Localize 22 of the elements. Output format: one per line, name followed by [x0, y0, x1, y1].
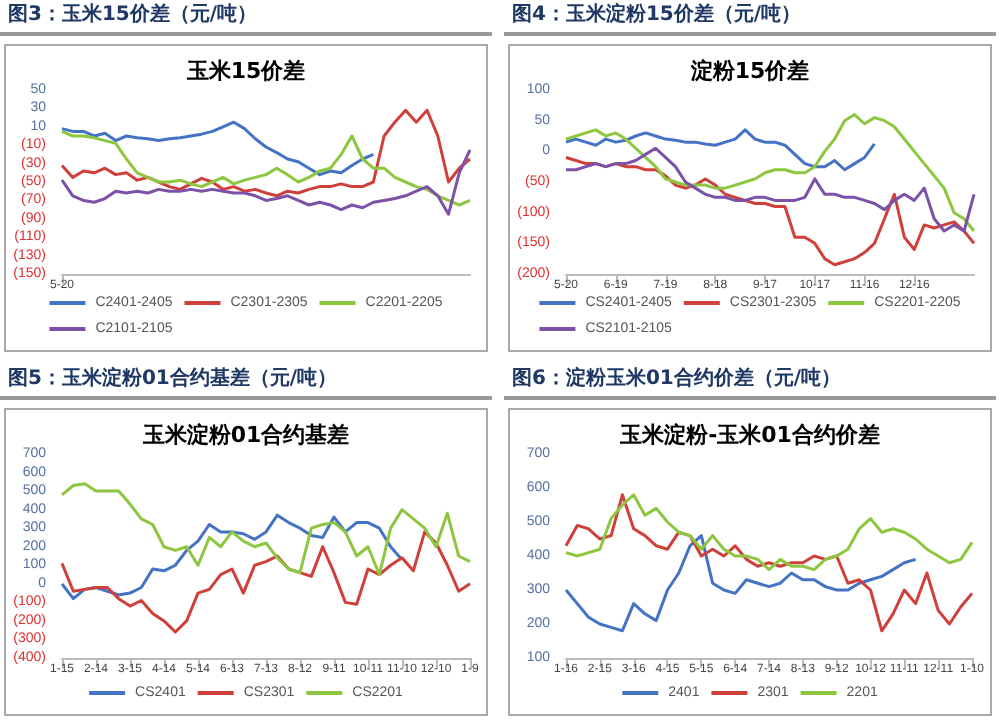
line-series: [564, 155, 976, 267]
chart-title: 图6：淀粉玉米01合约价差（元/吨）: [504, 364, 996, 400]
line-series: [564, 113, 976, 233]
chart-subtitle: 玉米淀粉-玉米01合约价差: [618, 422, 880, 448]
line-series: [564, 146, 976, 233]
line-series: [60, 513, 404, 601]
chart-title: 图3：玉米15价差（元/吨）: [0, 0, 492, 36]
line-series: [60, 530, 472, 634]
line-series: [60, 129, 472, 207]
chart-title: 图5：玉米淀粉01合约基差（元/吨）: [0, 364, 492, 400]
line-series: [60, 108, 472, 198]
line-series: [564, 493, 974, 633]
line-series: [60, 120, 375, 177]
line-series: [564, 493, 974, 572]
line-series: [60, 148, 472, 216]
chart-title: 图4：玉米淀粉15价差（元/吨）: [504, 0, 996, 36]
chart-subtitle: 玉米淀粉01合约基差: [140, 422, 350, 448]
chart-subtitle: 淀粉15价差: [688, 58, 810, 84]
line-series: [564, 128, 876, 172]
line-series: [564, 534, 918, 633]
chart-subtitle: 玉米15价差: [184, 58, 306, 84]
line-series: [60, 482, 472, 577]
